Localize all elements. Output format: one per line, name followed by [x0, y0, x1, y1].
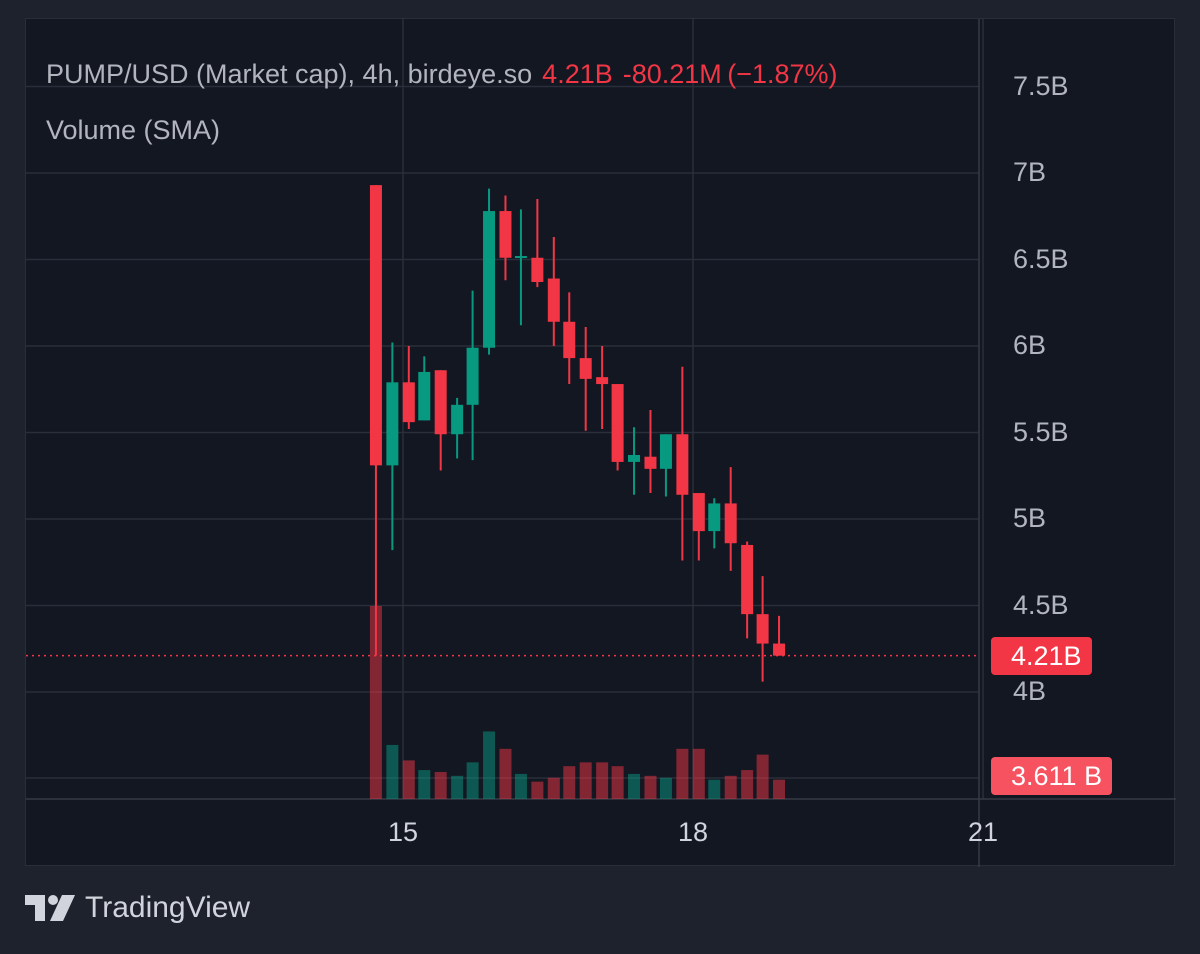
candle-body	[708, 503, 721, 532]
y-tick-label: 7.5B	[1013, 70, 1069, 101]
volume-bar	[466, 762, 479, 799]
volume-bar	[499, 748, 512, 799]
volume-bar	[531, 781, 544, 799]
candle-body	[659, 434, 672, 469]
candle-body	[547, 278, 560, 322]
volume-bar	[692, 748, 705, 799]
volume-bar	[756, 754, 769, 799]
volume-bar	[386, 744, 399, 799]
y-tick-label: 4.5B	[1013, 589, 1069, 620]
candle-body	[756, 614, 769, 644]
candle-body	[386, 382, 399, 466]
candle-body	[418, 371, 431, 421]
volume-bar	[659, 777, 672, 799]
candle-body	[531, 257, 544, 282]
volume-bar	[644, 775, 657, 799]
tradingview-logo-icon[interactable]	[25, 895, 75, 921]
volume-bar	[402, 760, 415, 799]
volume-bar	[434, 771, 447, 799]
tradingview-brand-text: TradingView	[85, 891, 251, 924]
candle-body	[563, 321, 576, 359]
candle-body	[676, 434, 689, 495]
y-tick-label: 5.5B	[1013, 416, 1069, 447]
legend-last-value: 4.21B	[542, 59, 613, 89]
candle-body	[692, 493, 705, 532]
legend-indicator: Volume (SMA)	[46, 115, 221, 145]
candle-body	[434, 370, 447, 435]
candle-body	[451, 404, 464, 435]
legend-change: -80.21M	[622, 59, 722, 89]
volume-bar	[611, 766, 624, 799]
chart-legend: PUMP/USD (Market cap), 4h, birdeye.so 4.2…	[46, 57, 838, 91]
x-tick-label: 15	[387, 817, 419, 847]
y-tick-label: 7B	[1013, 157, 1047, 187]
x-tick-label: 18	[677, 817, 709, 847]
legend-symbol: PUMP/USD (Market cap), 4h, birdeye.so	[46, 59, 533, 89]
candle-body	[402, 382, 415, 423]
volume-bar	[596, 762, 609, 799]
volume-bar	[676, 748, 689, 799]
volume-bar	[741, 770, 754, 799]
candle-body	[596, 377, 609, 385]
last-price-badge: 4.21B	[991, 636, 1092, 675]
y-tick-label: 6B	[1013, 330, 1047, 360]
volume-bar	[514, 773, 527, 799]
volume-bar	[547, 777, 560, 799]
y-tick-label: 5B	[1013, 503, 1047, 533]
candlestick-chart[interactable]	[26, 19, 1176, 867]
y-tick-label: 6.5B	[1013, 243, 1069, 274]
volume-bar	[369, 606, 382, 799]
volume-bar	[483, 731, 496, 799]
y-tick-label: 4B	[1013, 676, 1047, 706]
candle-body	[724, 503, 737, 544]
candle-body	[466, 347, 479, 405]
candle-body	[628, 454, 641, 462]
candle-body	[741, 544, 754, 615]
volume-bar	[773, 779, 786, 799]
legend-change-pct: (−1.87%)	[727, 59, 838, 89]
volume-bar	[579, 762, 592, 799]
volume-bar	[628, 773, 641, 799]
candle-body	[369, 185, 382, 466]
candle-body	[773, 643, 786, 656]
volume-badge: 3.611 B	[991, 757, 1113, 795]
volume-bar	[451, 775, 464, 799]
volume-bar	[418, 770, 431, 799]
volume-bar	[708, 779, 721, 799]
candle-body	[644, 456, 657, 469]
footer: TradingView	[25, 888, 250, 928]
x-tick-label: 21	[967, 817, 999, 847]
chart-panel[interactable]: PUMP/USD (Market cap), 4h, birdeye.so 4.2…	[25, 18, 1176, 867]
candle-body	[483, 211, 496, 348]
volume-bar	[724, 775, 737, 799]
candle-body	[579, 358, 592, 379]
candle-body	[514, 256, 527, 259]
candle-body	[611, 384, 624, 462]
volume-bar	[563, 766, 576, 799]
candle-body	[499, 211, 512, 258]
